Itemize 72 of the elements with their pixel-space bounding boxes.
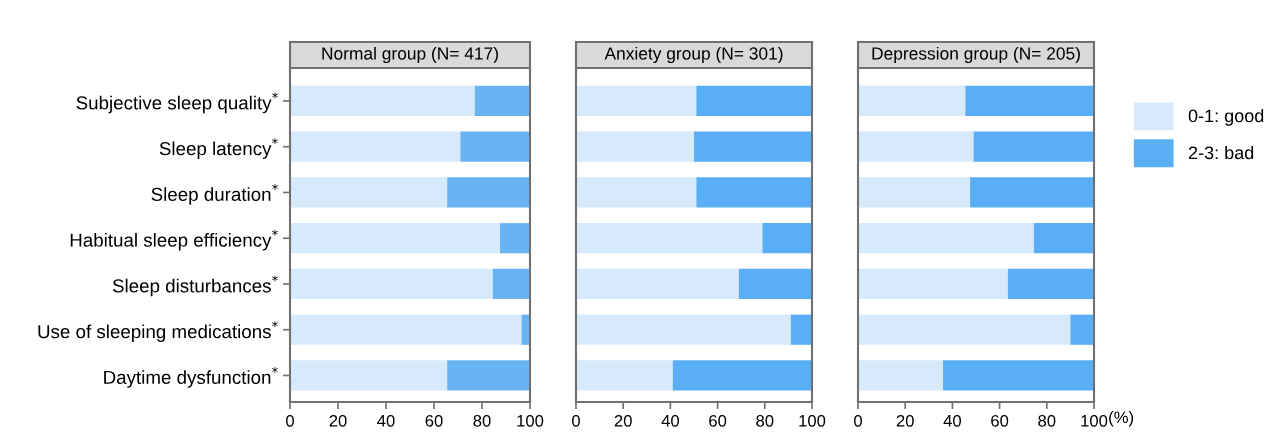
x-tick-label: 40 <box>661 414 680 427</box>
bar <box>500 223 530 254</box>
legend-label: 2-3: bad <box>1188 145 1254 160</box>
x-tick-label: 40 <box>943 414 962 427</box>
x-tick-label: 20 <box>329 414 347 427</box>
x-tick-label: 0 <box>572 414 580 427</box>
bar <box>858 268 1008 300</box>
bar <box>290 360 448 391</box>
x-tick-label: 20 <box>896 414 914 427</box>
bar <box>576 177 697 208</box>
bar <box>447 360 530 391</box>
chart-title: Anxiety group (N= 301) <box>604 46 783 64</box>
x-tick-label: 100 <box>1081 414 1108 427</box>
bar <box>576 85 697 117</box>
bar <box>672 360 812 391</box>
x-tick-label: 80 <box>473 414 491 427</box>
bar <box>576 131 694 162</box>
bar <box>790 314 812 345</box>
bar <box>858 85 966 117</box>
x-tick-label: 100 <box>799 414 826 427</box>
bar <box>576 314 791 345</box>
x-axis-title: (%) <box>1109 410 1134 427</box>
bar <box>290 177 448 208</box>
bar <box>1007 268 1094 300</box>
x-tick-label: 0 <box>854 414 862 427</box>
y-tick-label: Sleep disturbances$^{*}$ <box>112 275 278 297</box>
bar <box>858 360 943 391</box>
bar <box>942 360 1094 391</box>
bar <box>460 131 530 162</box>
x-tick-label: 20 <box>614 414 632 427</box>
bar <box>290 223 500 254</box>
y-tick-label: Sleep latency$^{*}$ <box>159 138 278 159</box>
bar <box>973 131 1094 162</box>
bar <box>576 268 739 300</box>
bar <box>290 131 461 162</box>
bar <box>447 177 530 208</box>
x-tick-label: 80 <box>756 414 774 427</box>
chart-title: Depression group (N= 205) <box>872 46 1080 64</box>
x-tick-label: 60 <box>425 414 443 427</box>
bar <box>1033 223 1094 254</box>
bar <box>965 85 1094 117</box>
y-tick-label: Daytime dysfunction$^{*}$ <box>104 366 278 388</box>
bar <box>858 223 1034 254</box>
bar <box>696 85 812 117</box>
bar <box>738 268 812 300</box>
bar <box>694 131 812 162</box>
legend-label: 0-1: good <box>1188 108 1264 126</box>
chart-title: Normal group (N= 417) <box>322 46 498 64</box>
y-tick-label: Subjective sleep quality$^{*}$ <box>76 92 278 114</box>
bar <box>696 177 812 208</box>
bar <box>858 131 974 162</box>
y-tick-label: Sleep duration$^{*}$ <box>151 183 278 205</box>
bar <box>474 85 530 117</box>
y-tick-label: Habitual sleep efficiency$^{*}$ <box>70 229 278 251</box>
bar <box>290 314 522 345</box>
x-tick-label: 60 <box>709 414 727 427</box>
bar <box>1070 314 1094 345</box>
bar <box>762 223 812 254</box>
bar <box>576 223 763 254</box>
bar <box>290 268 493 300</box>
bar <box>290 85 475 117</box>
x-tick-label: 0 <box>286 414 294 427</box>
x-tick-label: 80 <box>1038 414 1056 427</box>
y-tick-label: Use of sleeping medications$^{*}$ <box>38 321 278 342</box>
x-tick-label: 60 <box>991 414 1009 427</box>
bar <box>970 177 1094 208</box>
bar <box>858 177 971 208</box>
bar <box>576 360 673 391</box>
x-tick-label: 100 <box>517 414 544 427</box>
bar <box>858 314 1071 345</box>
x-tick-label: 40 <box>377 414 395 427</box>
bar <box>492 268 530 300</box>
